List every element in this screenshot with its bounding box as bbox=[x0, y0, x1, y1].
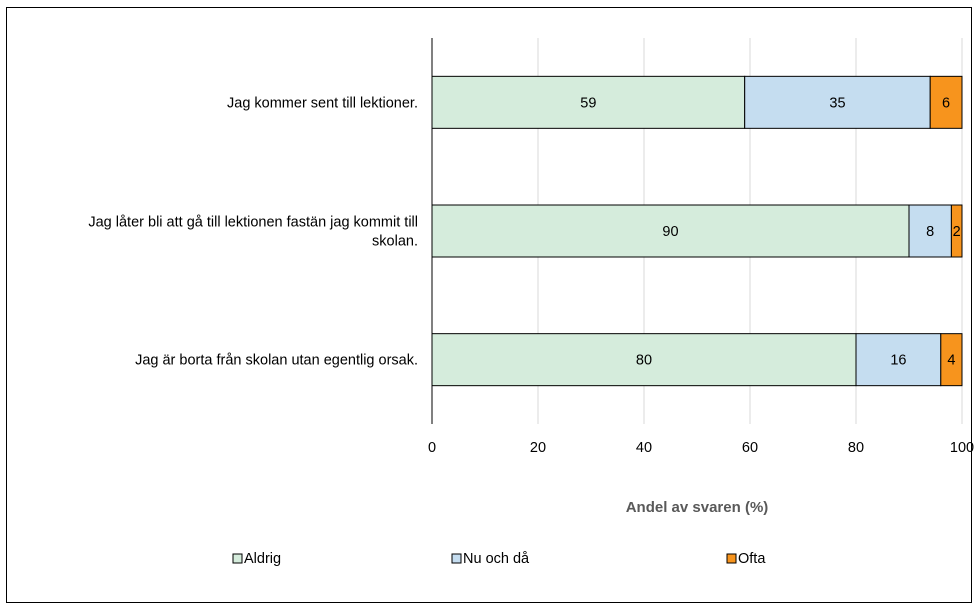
bar-segment bbox=[431, 333, 857, 387]
data-label: 6 bbox=[942, 95, 950, 111]
legend-swatch bbox=[232, 553, 243, 564]
x-tick-label: 60 bbox=[742, 440, 758, 456]
x-tick-label: 0 bbox=[428, 440, 436, 456]
data-label: 35 bbox=[829, 95, 845, 111]
bar-segment bbox=[950, 204, 963, 258]
bar-segment bbox=[940, 333, 963, 387]
x-tick-labels: 0 20 40 60 80 100 bbox=[428, 440, 974, 456]
x-axis-title: Andel av svaren (%) bbox=[626, 499, 769, 516]
data-label: 59 bbox=[580, 95, 596, 111]
x-tick-label: 40 bbox=[636, 440, 652, 456]
x-tick-label: 20 bbox=[530, 440, 546, 456]
legend-swatch bbox=[726, 553, 737, 564]
legend: Aldrig Nu och då Ofta bbox=[232, 551, 766, 567]
bar-segment bbox=[431, 204, 910, 258]
category-labels: Jag kommer sent till lektioner. Jag låter… bbox=[88, 95, 418, 368]
category-label: Jag är borta från skolan utan egentlig o… bbox=[135, 353, 418, 369]
bar-segment bbox=[908, 204, 952, 258]
data-label: 4 bbox=[947, 353, 955, 369]
legend-swatch bbox=[451, 553, 462, 564]
data-label: 16 bbox=[890, 353, 906, 369]
category-label: Jag kommer sent till lektioner. bbox=[227, 95, 418, 111]
x-tick-label: 80 bbox=[848, 440, 864, 456]
x-tick-label: 100 bbox=[950, 440, 974, 456]
category-label: Jag låter bli att gå till lektionen fast… bbox=[88, 215, 418, 231]
legend-label: Nu och då bbox=[463, 551, 530, 567]
data-label: 2 bbox=[953, 224, 961, 240]
legend-label: Aldrig bbox=[244, 551, 281, 567]
bar-segment bbox=[929, 75, 963, 129]
data-label: 8 bbox=[926, 224, 934, 240]
category-label: skolan. bbox=[372, 234, 418, 250]
data-label: 90 bbox=[662, 224, 678, 240]
legend-label: Ofta bbox=[738, 551, 766, 567]
bar-segment bbox=[855, 333, 942, 387]
data-label: 80 bbox=[636, 353, 652, 369]
bars: 59 35 6 90 8 2 80 16 4 bbox=[431, 75, 963, 387]
